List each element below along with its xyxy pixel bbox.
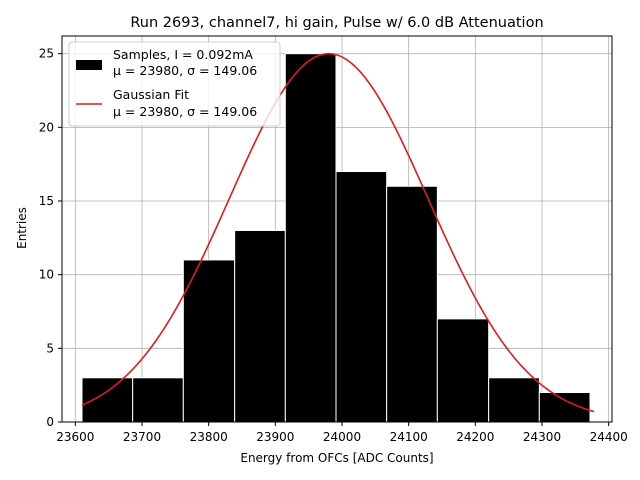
y-tick-label: 25 [39, 47, 54, 61]
legend: Samples, I = 0.092mA μ = 23980, σ = 149.… [68, 41, 281, 127]
legend-samples-stats: μ = 23980, σ = 149.06 [113, 63, 257, 78]
histogram-bar [436, 318, 490, 423]
y-tick-label: 0 [46, 415, 54, 429]
x-axis-ticks: 23600 23700 23800 23900 24000 24100 24200 24300… [56, 422, 628, 444]
gaussian-fit-line [81, 52, 595, 413]
plot-frame [61, 35, 613, 423]
x-tick-label: 24100 [390, 430, 428, 444]
y-tick-label: 10 [39, 268, 54, 282]
legend-fit-stats: μ = 23980, σ = 149.06 [113, 104, 257, 119]
y-tick-label: 15 [39, 194, 54, 208]
y-axis-ticks: 0 5 10 15 20 25 [39, 47, 62, 429]
y-axis-label: Entries [15, 207, 29, 249]
x-tick-label: 24300 [523, 430, 561, 444]
x-tick-label: 23700 [123, 430, 161, 444]
legend-samples-swatch [76, 60, 102, 70]
x-tick-label: 24200 [456, 430, 494, 444]
chart-title: Run 2693, channel7, hi gain, Pulse w/ 6.… [130, 15, 543, 31]
histogram-bars [81, 53, 591, 423]
x-tick-label: 23600 [56, 430, 94, 444]
histogram-bar [488, 377, 540, 423]
histogram-bar [182, 259, 236, 423]
y-tick-label: 20 [39, 120, 54, 134]
x-tick-label: 23800 [190, 430, 228, 444]
histogram-bar [284, 53, 337, 423]
x-axis-label: Energy from OFCs [ADC Counts] [240, 451, 433, 465]
histogram-bar [81, 377, 134, 423]
y-tick-label: 5 [46, 341, 54, 355]
histogram-bar [132, 377, 184, 423]
x-tick-label: 24400 [590, 430, 628, 444]
legend-fit-label: Gaussian Fit [113, 87, 189, 102]
histogram-bar [386, 185, 438, 423]
legend-box [68, 41, 281, 127]
x-tick-label: 23900 [256, 430, 294, 444]
x-tick-label: 24000 [323, 430, 361, 444]
histogram-bar [234, 229, 286, 423]
histogram-bar [335, 171, 388, 423]
legend-samples-label: Samples, I = 0.092mA [113, 47, 253, 62]
